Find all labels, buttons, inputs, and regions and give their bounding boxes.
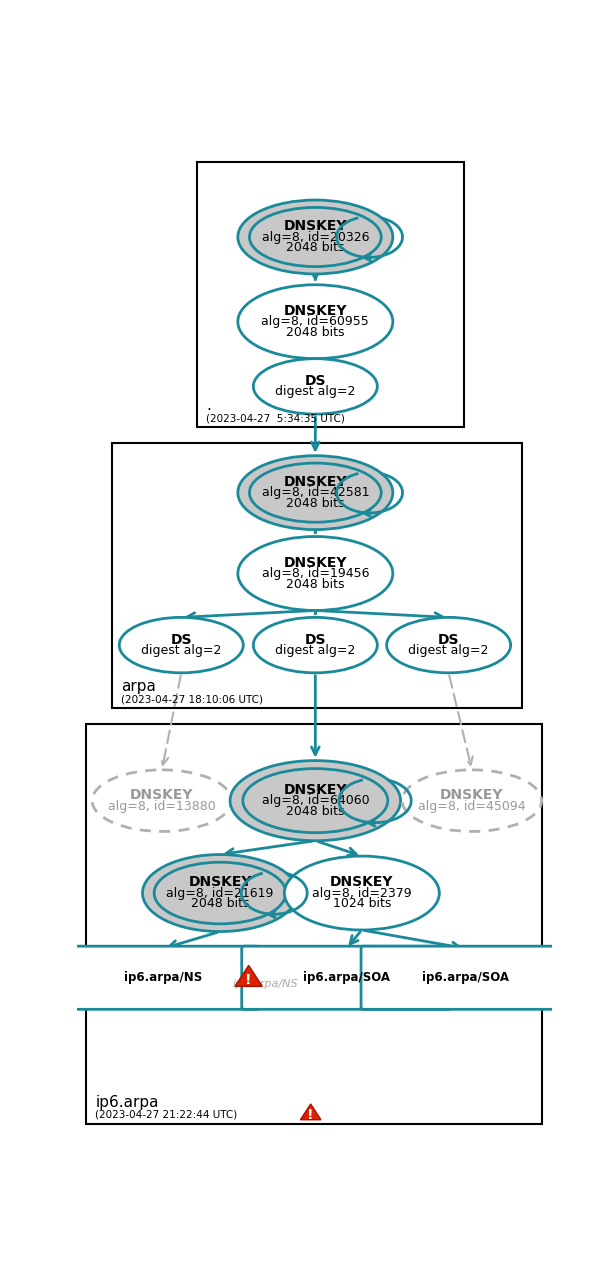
Ellipse shape [253,359,378,414]
Text: 2048 bits: 2048 bits [286,578,345,591]
Ellipse shape [238,285,393,359]
Ellipse shape [243,769,388,833]
Polygon shape [235,965,262,986]
Ellipse shape [120,618,243,673]
FancyBboxPatch shape [86,723,542,1124]
Text: DS: DS [170,633,192,646]
Text: DNSKEY: DNSKEY [284,219,347,233]
FancyBboxPatch shape [242,946,451,1009]
Text: DNSKEY: DNSKEY [330,876,394,890]
Text: DNSKEY: DNSKEY [188,876,252,890]
Ellipse shape [249,208,381,267]
Text: 2048 bits: 2048 bits [191,897,249,910]
Text: !: ! [245,973,252,987]
Text: (2023-04-27 18:10:06 UTC): (2023-04-27 18:10:06 UTC) [121,694,263,704]
Text: DS: DS [305,633,326,646]
Text: ip6.arpa/NS: ip6.arpa/NS [233,979,299,988]
Text: ip6.arpa/SOA: ip6.arpa/SOA [303,972,390,985]
FancyBboxPatch shape [112,442,522,708]
Text: digest alg=2: digest alg=2 [141,644,221,656]
Text: alg=8, id=20326: alg=8, id=20326 [262,231,369,244]
FancyBboxPatch shape [68,946,259,1009]
Text: alg=8, id=45094: alg=8, id=45094 [418,800,526,813]
Text: DS: DS [438,633,459,646]
Text: DNSKEY: DNSKEY [284,304,347,318]
Ellipse shape [238,455,393,529]
Text: alg=8, id=64060: alg=8, id=64060 [262,794,369,808]
Ellipse shape [249,463,381,522]
Text: 1024 bits: 1024 bits [333,897,391,910]
Text: alg=8, id=19456: alg=8, id=19456 [262,567,369,579]
Text: DNSKEY: DNSKEY [284,555,347,569]
Polygon shape [300,1104,321,1119]
Ellipse shape [154,863,286,924]
Text: ip6.arpa/NS: ip6.arpa/NS [124,972,202,985]
Text: arpa: arpa [121,679,156,695]
Text: digest alg=2: digest alg=2 [408,644,489,656]
Text: alg=8, id=60955: alg=8, id=60955 [262,315,369,328]
Text: DNSKEY: DNSKEY [284,783,347,797]
FancyBboxPatch shape [197,162,464,427]
Text: .: . [206,399,211,413]
Text: ip6.arpa/SOA: ip6.arpa/SOA [422,972,509,985]
Text: alg=8, id=13880: alg=8, id=13880 [108,800,216,813]
Ellipse shape [402,769,542,832]
Text: 2048 bits: 2048 bits [286,805,345,818]
Text: DS: DS [305,374,326,388]
Ellipse shape [387,618,511,673]
Text: (2023-04-27  5:34:35 UTC): (2023-04-27 5:34:35 UTC) [206,413,345,423]
Ellipse shape [238,537,393,610]
Text: ip6.arpa: ip6.arpa [95,1095,159,1110]
Ellipse shape [238,200,393,274]
Text: digest alg=2: digest alg=2 [275,386,356,399]
Text: DNSKEY: DNSKEY [284,474,347,488]
FancyBboxPatch shape [361,946,570,1009]
Text: digest alg=2: digest alg=2 [275,644,356,656]
Text: !: ! [308,1108,314,1122]
Text: (2023-04-27 21:22:44 UTC): (2023-04-27 21:22:44 UTC) [95,1110,237,1120]
Ellipse shape [284,856,440,929]
Text: DNSKEY: DNSKEY [130,788,194,803]
Text: 2048 bits: 2048 bits [286,497,345,510]
Text: alg=8, id=42581: alg=8, id=42581 [262,486,369,499]
Text: alg=8, id=2379: alg=8, id=2379 [312,887,412,900]
Text: alg=8, id=21619: alg=8, id=21619 [166,887,273,900]
Text: 2048 bits: 2048 bits [286,241,345,254]
Ellipse shape [92,769,232,832]
Ellipse shape [142,855,297,932]
Text: 2048 bits: 2048 bits [286,326,345,338]
Ellipse shape [230,760,400,841]
Text: DNSKEY: DNSKEY [440,788,504,803]
Ellipse shape [253,618,378,673]
